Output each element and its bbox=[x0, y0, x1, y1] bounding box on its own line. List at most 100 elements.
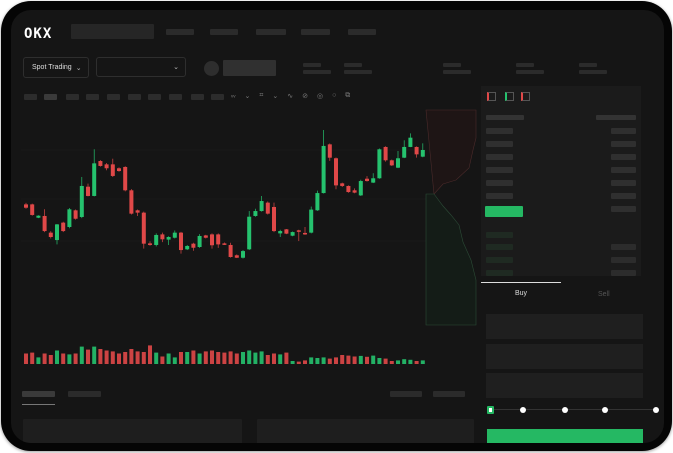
candle bbox=[191, 242, 196, 251]
candle-body bbox=[141, 212, 146, 244]
candle-body bbox=[98, 161, 103, 166]
buy-button[interactable] bbox=[487, 429, 643, 443]
nav-item[interactable] bbox=[210, 29, 238, 35]
ask-price bbox=[486, 193, 513, 199]
order-book bbox=[481, 86, 641, 276]
stat-label bbox=[443, 63, 461, 67]
tab-open-orders[interactable] bbox=[22, 391, 55, 397]
bid-amount bbox=[611, 257, 636, 263]
candle bbox=[222, 242, 227, 245]
expand-icon[interactable]: ⧉ bbox=[345, 92, 351, 99]
candle-body bbox=[92, 163, 97, 196]
volume-bar bbox=[371, 355, 376, 364]
volume-bar bbox=[30, 352, 35, 364]
coin-icon bbox=[204, 61, 219, 76]
volume-bar bbox=[234, 353, 239, 364]
nav-item[interactable] bbox=[256, 29, 286, 35]
ask-price bbox=[486, 180, 513, 186]
candle bbox=[129, 189, 134, 215]
filter-button[interactable] bbox=[433, 391, 465, 397]
candle-body bbox=[55, 224, 59, 241]
timeframe-button[interactable] bbox=[66, 94, 79, 100]
chevron-down-icon: ⌄ bbox=[173, 64, 179, 71]
timeframe-button[interactable] bbox=[128, 94, 141, 100]
volume-bar bbox=[191, 350, 196, 364]
bid-price bbox=[486, 270, 513, 276]
chart-type-icon[interactable]: ⌄ bbox=[244, 93, 251, 100]
search-input[interactable] bbox=[71, 24, 154, 39]
price-input[interactable] bbox=[486, 314, 643, 339]
volume-bar bbox=[228, 351, 233, 364]
total-input[interactable] bbox=[486, 373, 643, 398]
volume-bar bbox=[253, 352, 258, 364]
slider-step[interactable] bbox=[562, 407, 568, 413]
volume-bar bbox=[110, 351, 115, 364]
circle-icon[interactable]: ○ bbox=[332, 92, 337, 99]
chevron-down-icon[interactable]: ⌄ bbox=[272, 93, 279, 100]
nav-item[interactable] bbox=[166, 29, 194, 35]
timeframe-button[interactable] bbox=[191, 94, 204, 100]
candle-body bbox=[67, 209, 72, 227]
ask-price bbox=[486, 154, 513, 160]
filter-button[interactable] bbox=[390, 391, 422, 397]
candle bbox=[98, 160, 103, 167]
orderbook-bids-icon[interactable] bbox=[505, 92, 514, 101]
tab-sell[interactable]: Sell bbox=[598, 291, 610, 298]
candle bbox=[389, 159, 394, 166]
okx-logo: OKX bbox=[24, 26, 53, 42]
timeframe-button[interactable] bbox=[44, 94, 57, 100]
timeframe-button[interactable] bbox=[107, 94, 120, 100]
leverage-slider[interactable] bbox=[491, 409, 656, 410]
chart-tools: ᵥᵥ ⌄ ⌗ ⌄ ∿ ⊘ ◎ ○ ⧉ bbox=[231, 92, 350, 100]
candle-body bbox=[396, 158, 400, 168]
candle-body bbox=[365, 178, 369, 182]
ask-price bbox=[486, 167, 513, 173]
draw-tool-icon[interactable]: ⊘ bbox=[302, 93, 308, 100]
stat-label bbox=[303, 63, 321, 67]
target-icon[interactable]: ◎ bbox=[316, 93, 324, 100]
candle-body bbox=[104, 164, 109, 169]
candle bbox=[135, 209, 140, 216]
price-display bbox=[223, 60, 276, 76]
candle bbox=[383, 146, 388, 162]
indicator-icon[interactable]: ᵥᵥ bbox=[231, 92, 236, 99]
ask-amount bbox=[611, 141, 636, 147]
candle bbox=[321, 129, 326, 194]
candle bbox=[352, 188, 357, 194]
tab-underline bbox=[481, 282, 561, 283]
settings-icon[interactable]: ⌗ bbox=[259, 92, 264, 99]
orderbook-asks-icon[interactable] bbox=[521, 92, 530, 101]
candle-body bbox=[191, 243, 196, 248]
candle-body bbox=[110, 164, 115, 176]
volume-bar bbox=[402, 359, 407, 364]
slider-handle[interactable] bbox=[487, 406, 494, 414]
amount-input[interactable] bbox=[486, 344, 643, 369]
nav-item[interactable] bbox=[348, 29, 376, 35]
trading-pair-select[interactable]: ⌄ bbox=[96, 57, 186, 77]
slider-step[interactable] bbox=[653, 407, 659, 413]
candle-body bbox=[247, 216, 252, 250]
bid-price bbox=[486, 257, 513, 263]
market-type-select[interactable]: Spot Trading ⌄ bbox=[23, 57, 89, 78]
volume-bar bbox=[197, 353, 202, 364]
slider-step[interactable] bbox=[602, 407, 608, 413]
timeframe-button[interactable] bbox=[148, 94, 161, 100]
nav-item[interactable] bbox=[301, 29, 330, 35]
timeframe-button[interactable] bbox=[211, 94, 224, 100]
tab-order-history[interactable] bbox=[68, 391, 101, 397]
candle bbox=[30, 203, 35, 216]
timeframe-button[interactable] bbox=[86, 94, 99, 100]
tab-buy[interactable]: Buy bbox=[515, 290, 528, 297]
candle-body bbox=[117, 168, 121, 172]
timeframe-button[interactable] bbox=[24, 94, 37, 100]
timeframe-button[interactable] bbox=[169, 94, 182, 100]
line-tool-icon[interactable]: ∿ bbox=[287, 93, 294, 100]
orderbook-header bbox=[486, 115, 524, 120]
orderbook-both-icon[interactable] bbox=[487, 92, 496, 101]
volume-bar bbox=[86, 349, 90, 364]
candlestick-chart[interactable] bbox=[11, 10, 481, 375]
volume-bar bbox=[92, 346, 97, 364]
slider-step[interactable] bbox=[520, 407, 526, 413]
candle bbox=[414, 146, 419, 158]
